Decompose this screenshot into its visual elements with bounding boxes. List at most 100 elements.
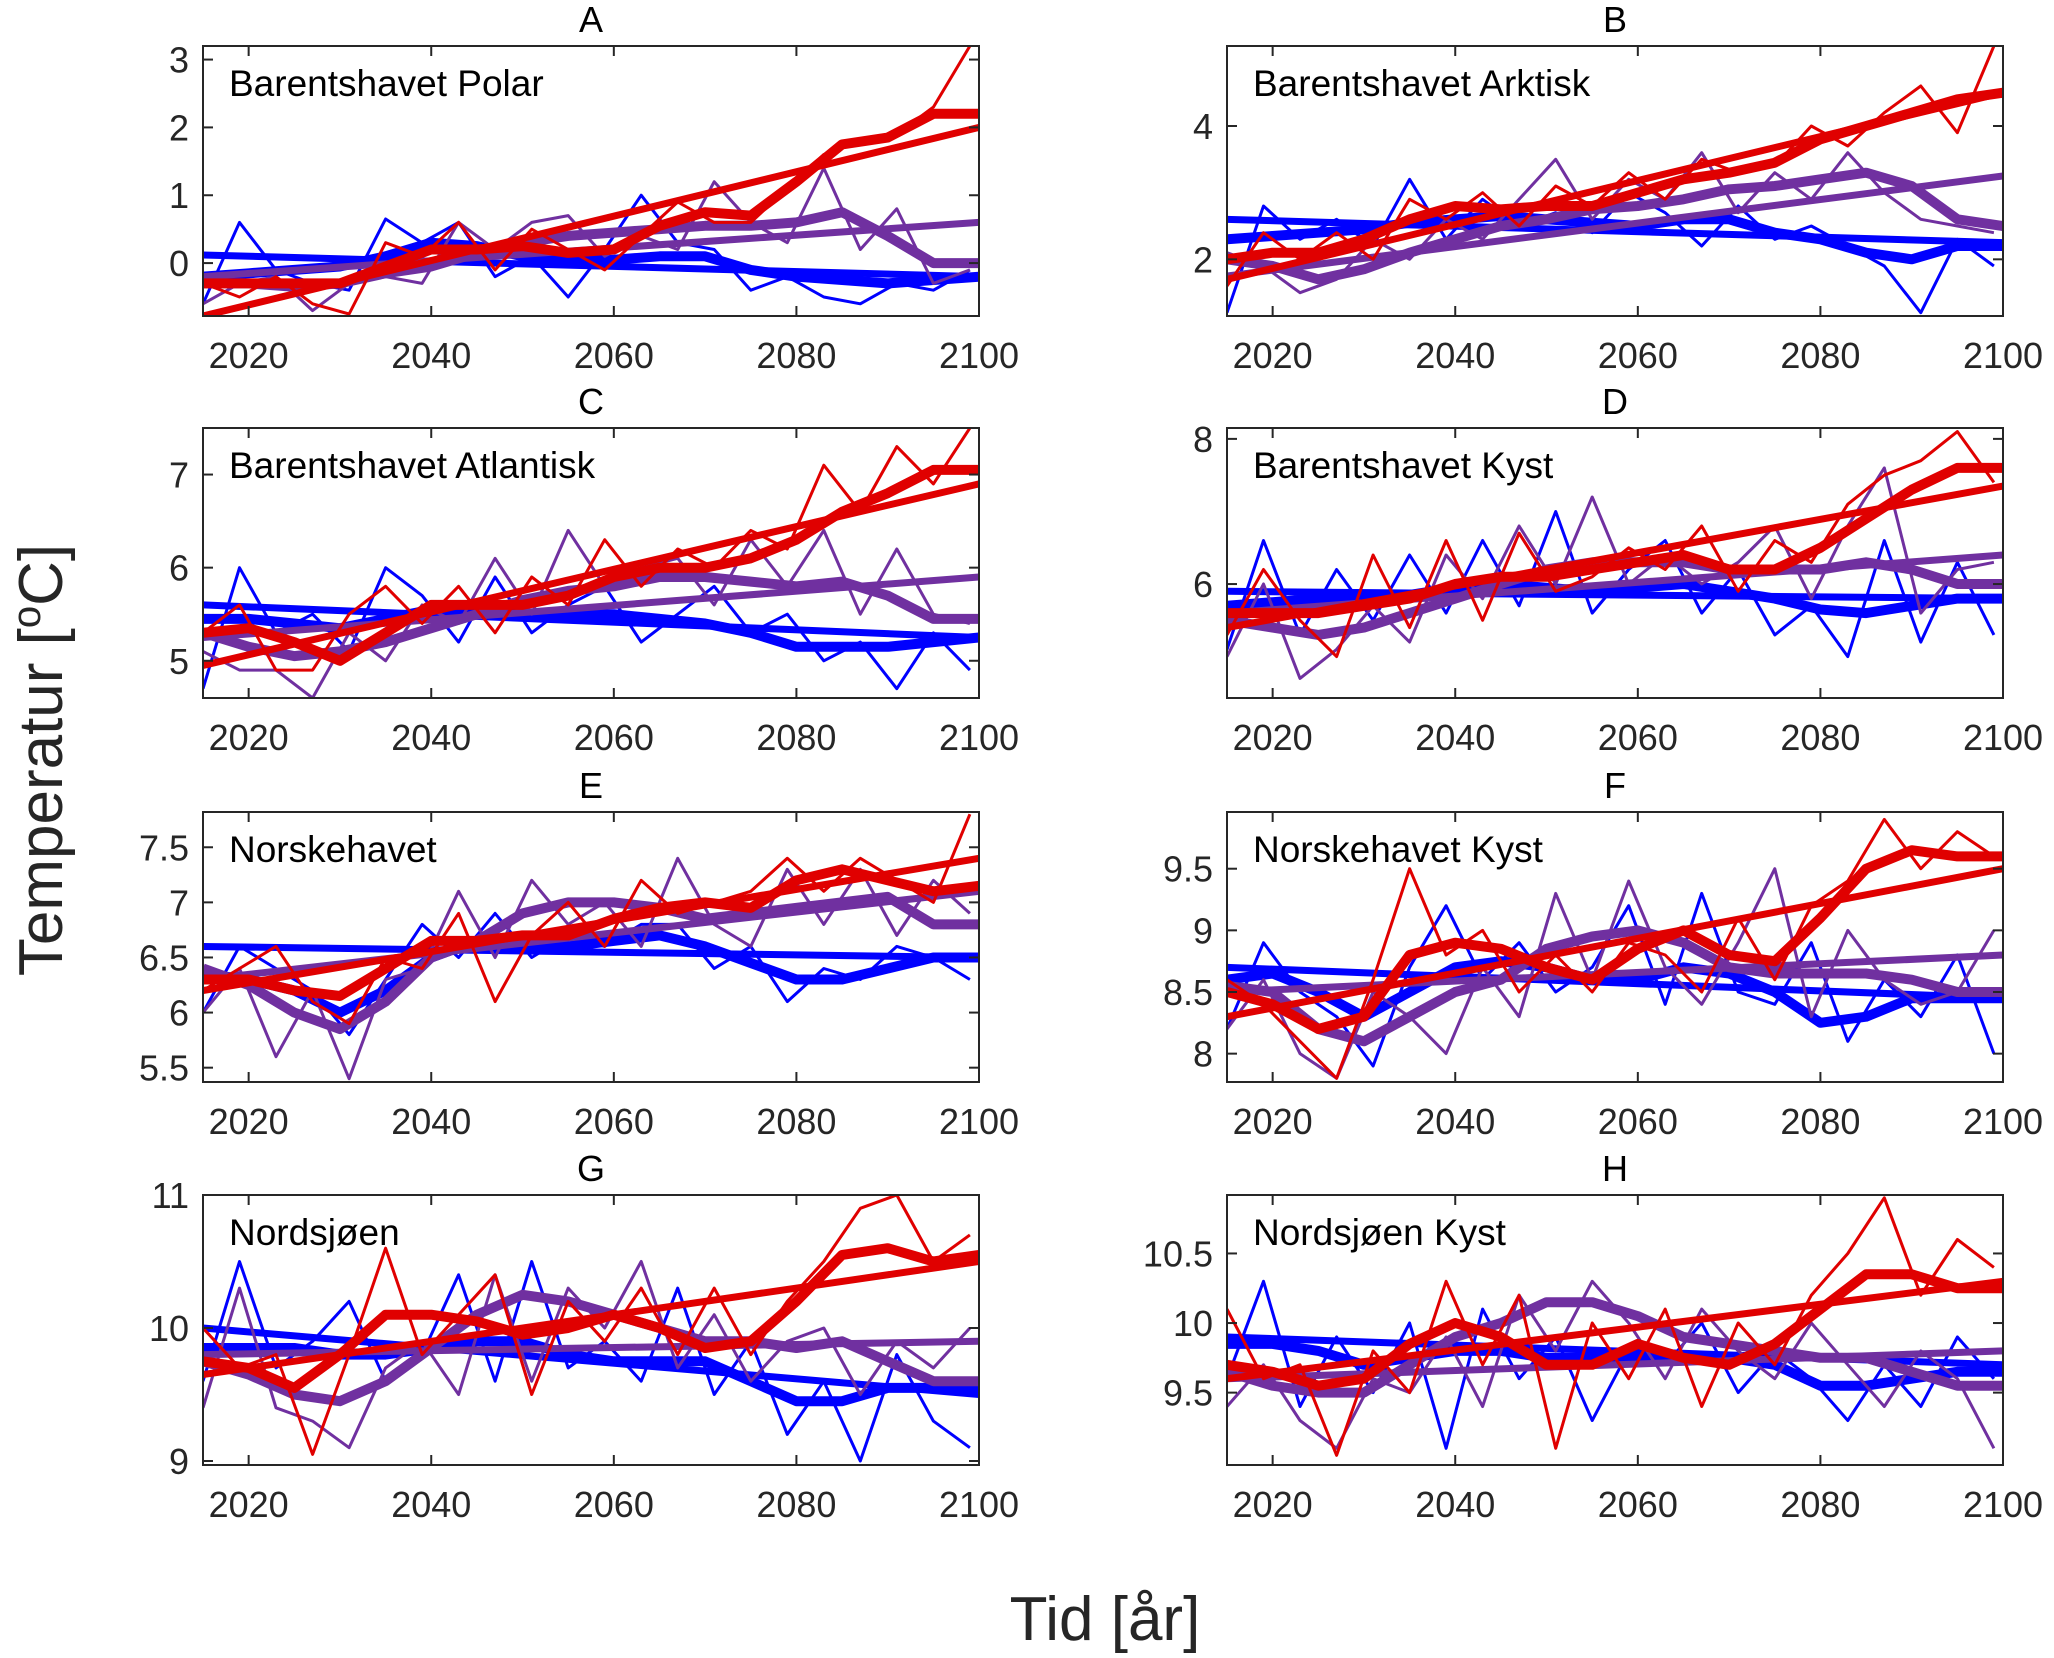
x-tick-label: 2080 [1780, 1101, 1860, 1142]
axes-box [202, 811, 980, 1083]
region-label: Norskehavet [229, 829, 437, 870]
y-tick-label: 4 [1193, 106, 1213, 147]
x-tick-label: 2020 [209, 1101, 289, 1142]
x-tick-label: 2060 [1598, 1101, 1678, 1142]
y-tick-label: 5.5 [139, 1048, 189, 1089]
series-group [1227, 46, 2003, 315]
y-tick-label: 9.5 [1163, 849, 1213, 890]
x-tick-label: 2040 [1415, 1101, 1495, 1142]
annual-line-mid [1227, 466, 1995, 680]
axes-box [202, 427, 980, 699]
trend-line-high [1227, 482, 2003, 632]
y-tick-label: 7.5 [139, 827, 189, 868]
y-tick-label: 8.5 [1163, 972, 1213, 1013]
trend-line-low [1227, 587, 2003, 603]
x-tick-label: 2020 [209, 1484, 289, 1525]
x-tick-label: 2060 [574, 1484, 654, 1525]
series-group [203, 46, 979, 316]
x-tick-label: 2080 [1780, 335, 1860, 376]
y-tick-label: 8 [1193, 1034, 1213, 1075]
panel-h: H Nordsjøen Kyst 2020 2040 2060 2080 2100 9.5 10… [1143, 1148, 2043, 1525]
y-tick-label: 10 [149, 1308, 189, 1349]
y-tick-label: 0 [169, 243, 189, 284]
smoothed-line-mid [203, 891, 979, 1035]
region-label: Barentshavet Kyst [1253, 445, 1554, 486]
x-tick-label: 2060 [1598, 1484, 1678, 1525]
x-tick-label: 2020 [209, 335, 289, 376]
trend-line-low [203, 251, 979, 281]
annual-line-high [1227, 1196, 1995, 1457]
y-tick-label: 5 [169, 641, 189, 682]
region-label: Barentshavet Atlantisk [229, 445, 596, 486]
y-tick-label: 2 [1193, 239, 1213, 280]
y-tick-label: 7 [169, 882, 189, 923]
x-tick-label: 2020 [1233, 717, 1313, 758]
x-tick-label: 2080 [1780, 1484, 1860, 1525]
panel-g: G Nordsjøen 2020 2040 2060 2080 2100 9 10 11 [149, 1148, 1019, 1525]
x-tick-label: 2060 [1598, 717, 1678, 758]
y-tick-label: 8 [1193, 419, 1213, 460]
x-tick-label: 2080 [756, 335, 836, 376]
y-axis-label: Temperatur [oC] [5, 544, 76, 976]
panel-c: C Barentshavet Atlantisk 2020 2040 2060 2080 2… [169, 381, 1019, 758]
y-axis-label-text: Temperatur [ [7, 628, 76, 976]
panel-title: A [579, 0, 603, 40]
x-tick-label: 2020 [1233, 1101, 1313, 1142]
x-tick-label: 2040 [1415, 1484, 1495, 1525]
y-tick-label: 11 [152, 1175, 189, 1216]
panel-title: F [1604, 765, 1626, 806]
x-tick-label: 2100 [939, 1484, 1019, 1525]
x-tick-label: 2100 [1963, 717, 2043, 758]
series-group [1227, 817, 2003, 1080]
y-tick-label: 6 [169, 993, 189, 1034]
trend-line-high [1227, 89, 2003, 283]
smoothed-line-low [203, 930, 979, 1018]
axes-box [1226, 427, 2004, 699]
y-axis-label-unit: C] [7, 544, 76, 606]
x-tick-label: 2100 [1963, 1101, 2043, 1142]
panel-title: H [1602, 1148, 1628, 1189]
region-label: Nordsjøen [229, 1212, 400, 1253]
x-tick-label: 2040 [1415, 335, 1495, 376]
y-tick-label: 7 [169, 455, 189, 496]
y-tick-label: 6 [169, 548, 189, 589]
y-tick-label: 1 [169, 175, 189, 216]
x-tick-label: 2040 [391, 1484, 471, 1525]
trend-line-high [203, 124, 979, 316]
x-tick-label: 2040 [391, 1101, 471, 1142]
x-tick-label: 2080 [1780, 717, 1860, 758]
series-group [203, 813, 979, 1081]
region-label: Norskehavet Kyst [1253, 829, 1544, 870]
panel-b: B Barentshavet Arktisk 2020 2040 2060 2080 210… [1193, 0, 2043, 376]
series-group [203, 1195, 979, 1463]
trend-line-mid [203, 573, 979, 641]
axes-box [1226, 811, 2004, 1083]
smoothed-line-mid [1227, 167, 2003, 285]
x-tick-label: 2040 [1415, 717, 1495, 758]
x-tick-label: 2100 [939, 1101, 1019, 1142]
y-tick-label: 9.5 [1163, 1373, 1213, 1414]
x-tick-label: 2060 [574, 1101, 654, 1142]
trend-line-mid [1227, 951, 2003, 996]
trend-line-low [203, 1324, 979, 1398]
x-tick-label: 2080 [756, 1484, 836, 1525]
panel-e: E Norskehavet 2020 2040 2060 2080 2100 5.5 6 6.5 7… [139, 765, 1019, 1142]
x-tick-label: 2020 [209, 717, 289, 758]
x-tick-label: 2020 [1233, 335, 1313, 376]
degree-superscript: o [5, 606, 49, 628]
smoothed-line-mid [1227, 925, 2003, 1047]
trend-line-high [1227, 1277, 2003, 1383]
series-group [1227, 430, 2003, 680]
panels: A Barentshavet Polar 2020 2040 2060 2080 2100 0… [139, 0, 2043, 1525]
panel-a: A Barentshavet Polar 2020 2040 2060 2080 2100 0… [169, 0, 1019, 376]
panel-title: B [1603, 0, 1627, 40]
trend-line-high [1227, 865, 2003, 1021]
smoothed-line-mid [1227, 1297, 2003, 1398]
y-tick-label: 6 [1193, 564, 1213, 605]
annual-line-mid [1227, 1279, 1996, 1450]
y-tick-label: 9 [169, 1441, 189, 1482]
x-tick-label: 2080 [756, 717, 836, 758]
x-axis-label: Tid [år] [1010, 1585, 1201, 1654]
trend-line-mid [203, 887, 979, 983]
